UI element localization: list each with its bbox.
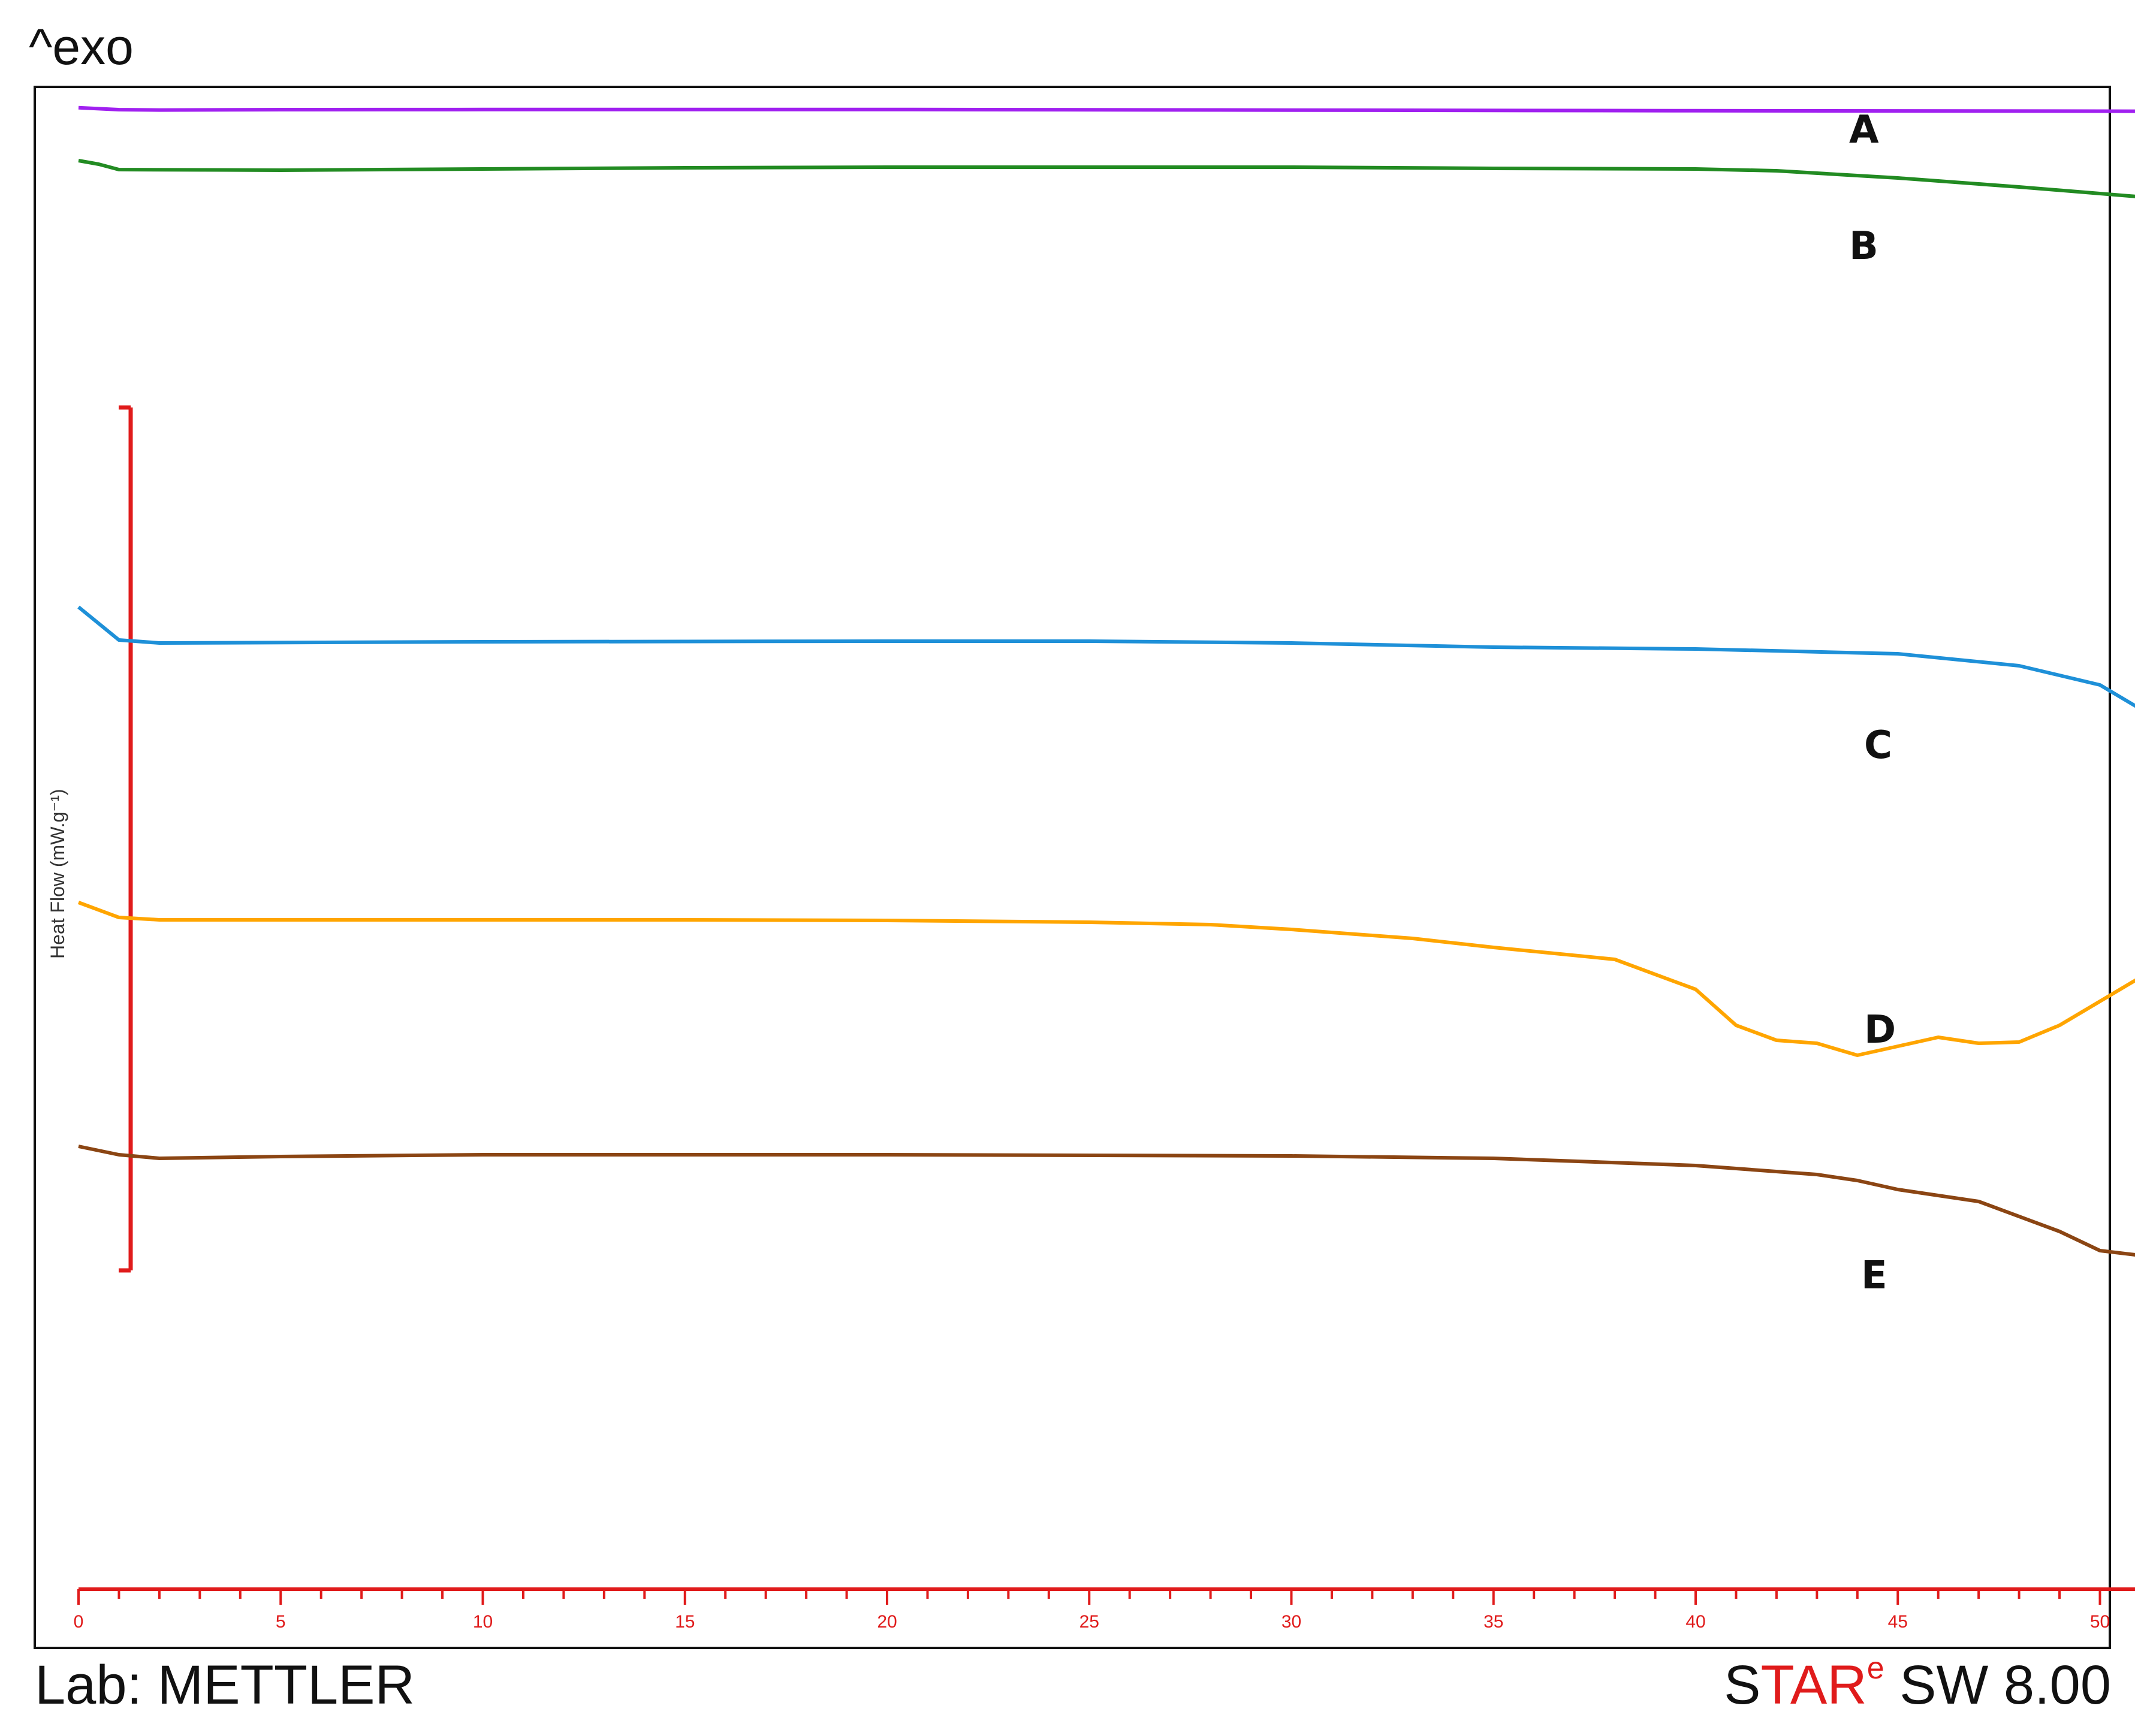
series-label-E: E — [1861, 1254, 1887, 1298]
curve-D — [77, 901, 2135, 1057]
tick-label-50: 50 — [2090, 1612, 2110, 1632]
series-label-D: D — [1864, 1008, 1896, 1052]
series-labels: A B C D E — [1849, 108, 1896, 1298]
tick-label-45: 45 — [1888, 1612, 1908, 1632]
tick-label-30: 30 — [1281, 1612, 1301, 1632]
series-label-C: C — [1864, 723, 1892, 768]
curves-group — [77, 105, 2135, 1257]
tick-label-25: 25 — [1079, 1612, 1099, 1632]
brand-e: e — [1866, 1651, 1884, 1686]
brand-tar: TAR — [1760, 1655, 1867, 1716]
exo-direction-label: ^exo — [29, 19, 134, 75]
y-axis-label: Heat Flow (mW.g⁻¹) — [47, 789, 68, 959]
software-brand: STARe SW 8.00 — [1724, 1651, 2111, 1717]
tick-label-40: 40 — [1685, 1612, 1705, 1632]
curve-A — [78, 105, 2135, 113]
curve-E — [78, 1145, 2135, 1257]
tick-label-5: 5 — [276, 1612, 286, 1632]
tick-label-10: 10 — [473, 1612, 493, 1632]
temperature-axis: 05101520253035404550556065707580859095°C — [74, 1587, 2135, 1632]
series-label-B: B — [1849, 224, 1878, 268]
heat-flow-scale-bar — [119, 405, 133, 1273]
brand-s: S — [1724, 1655, 1761, 1716]
series-label-A: A — [1849, 108, 1879, 152]
curve-B — [78, 159, 2135, 198]
curve-C — [77, 605, 2135, 708]
tick-label-20: 20 — [877, 1612, 897, 1632]
brand-version: SW 8.00 — [1884, 1655, 2111, 1716]
tick-label-35: 35 — [1483, 1612, 1503, 1632]
tick-label-15: 15 — [675, 1612, 695, 1632]
lab-footer: Lab: METTLER — [35, 1655, 415, 1716]
tick-label-0: 0 — [74, 1612, 84, 1632]
plot-frame — [34, 86, 2111, 1649]
